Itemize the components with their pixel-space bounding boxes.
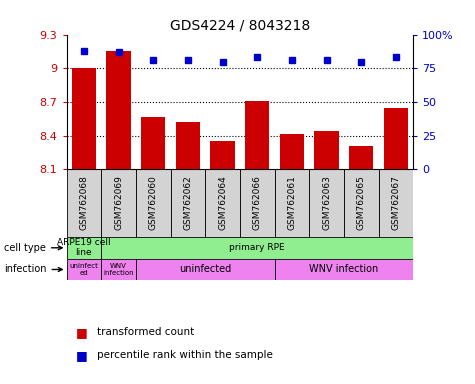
Text: ■: ■ <box>76 349 88 362</box>
Text: WNV infection: WNV infection <box>309 265 379 275</box>
Text: uninfected: uninfected <box>179 265 231 275</box>
Text: uninfect
ed: uninfect ed <box>69 263 98 276</box>
Bar <box>240 169 275 237</box>
Bar <box>136 259 275 280</box>
Bar <box>275 169 309 237</box>
Bar <box>245 101 269 169</box>
Bar <box>384 108 408 169</box>
Bar <box>344 169 379 237</box>
Text: WNV
infection: WNV infection <box>103 263 134 276</box>
Bar <box>205 169 240 237</box>
Bar <box>101 259 136 280</box>
Text: infection: infection <box>4 265 62 275</box>
Bar <box>66 237 101 259</box>
Bar <box>66 169 101 237</box>
Bar <box>136 169 171 237</box>
Text: GSM762062: GSM762062 <box>183 175 192 230</box>
Bar <box>280 134 304 169</box>
Text: GSM762064: GSM762064 <box>218 175 227 230</box>
Bar <box>171 169 205 237</box>
Text: GSM762066: GSM762066 <box>253 175 262 230</box>
Bar <box>275 259 413 280</box>
Text: cell type: cell type <box>4 243 62 253</box>
Text: ARPE19 cell
line: ARPE19 cell line <box>57 238 111 258</box>
Bar <box>141 117 165 169</box>
Text: ■: ■ <box>76 326 88 339</box>
Bar <box>309 169 344 237</box>
Bar <box>72 68 96 169</box>
Title: GDS4224 / 8043218: GDS4224 / 8043218 <box>170 18 310 32</box>
Text: GSM762069: GSM762069 <box>114 175 123 230</box>
Bar <box>106 51 131 169</box>
Text: GSM762068: GSM762068 <box>79 175 88 230</box>
Bar <box>379 169 413 237</box>
Bar <box>101 169 136 237</box>
Text: transformed count: transformed count <box>97 327 195 337</box>
Bar <box>176 122 200 169</box>
Bar <box>210 141 235 169</box>
Bar <box>314 131 339 169</box>
Text: GSM762060: GSM762060 <box>149 175 158 230</box>
Text: GSM762067: GSM762067 <box>391 175 400 230</box>
Text: GSM762063: GSM762063 <box>322 175 331 230</box>
Text: primary RPE: primary RPE <box>229 243 285 252</box>
Text: percentile rank within the sample: percentile rank within the sample <box>97 350 273 360</box>
Bar <box>66 259 101 280</box>
Text: GSM762061: GSM762061 <box>287 175 296 230</box>
Text: GSM762065: GSM762065 <box>357 175 366 230</box>
Bar <box>349 146 373 169</box>
